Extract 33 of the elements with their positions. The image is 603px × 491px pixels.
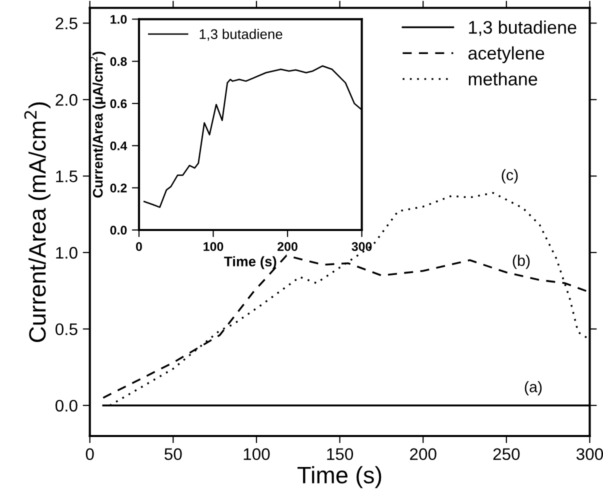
y-tick-label: 0.4 bbox=[110, 141, 128, 150]
x-tick-label: 300 bbox=[352, 242, 372, 251]
x-tick-label: 150 bbox=[327, 448, 354, 460]
y-tick-label: 1.0 bbox=[110, 14, 127, 24]
y-tick-label: 0.0 bbox=[110, 226, 127, 235]
legend-label: acetylene bbox=[468, 46, 544, 64]
x-tick-label: 100 bbox=[244, 448, 270, 460]
x-tick-label: 250 bbox=[493, 448, 520, 460]
y-tick-label: 0.2 bbox=[110, 184, 127, 192]
x-tick-label: 0 bbox=[86, 448, 94, 460]
y-tick-label: 1.0 bbox=[56, 246, 78, 259]
y-tick-label: 0.0 bbox=[56, 400, 78, 412]
annotation: (c) bbox=[502, 169, 518, 184]
x-tick-label: 50 bbox=[164, 448, 182, 460]
y-axis-title: Current/Area (mA/cm$^{2}$) bbox=[24, 102, 50, 342]
y-tick-label: 0.5 bbox=[56, 323, 78, 336]
x-tick-label: 100 bbox=[204, 242, 224, 251]
legend-label: 1,3 butadiene bbox=[469, 20, 576, 36]
y-tick-label: 2.5 bbox=[56, 18, 78, 30]
x-tick-label: 200 bbox=[278, 242, 298, 251]
legend-label: methane bbox=[468, 72, 538, 86]
y-tick-label: 2.0 bbox=[56, 94, 78, 106]
y-tick-label: 0.8 bbox=[110, 57, 127, 66]
y-tick-label: 1.5 bbox=[56, 170, 78, 182]
x-tick-label: 200 bbox=[410, 448, 436, 460]
x-axis-title: Time (s) bbox=[297, 466, 382, 488]
y-tick-label: 0.6 bbox=[110, 99, 127, 108]
x-axis-title: Time (s) bbox=[224, 256, 276, 270]
x-tick-label: 0 bbox=[136, 242, 142, 251]
annotation: (b) bbox=[512, 254, 530, 270]
x-tick-label: 300 bbox=[576, 448, 603, 460]
legend-label: 1,3 butadiene bbox=[200, 28, 282, 41]
annotation: (a) bbox=[524, 381, 542, 396]
